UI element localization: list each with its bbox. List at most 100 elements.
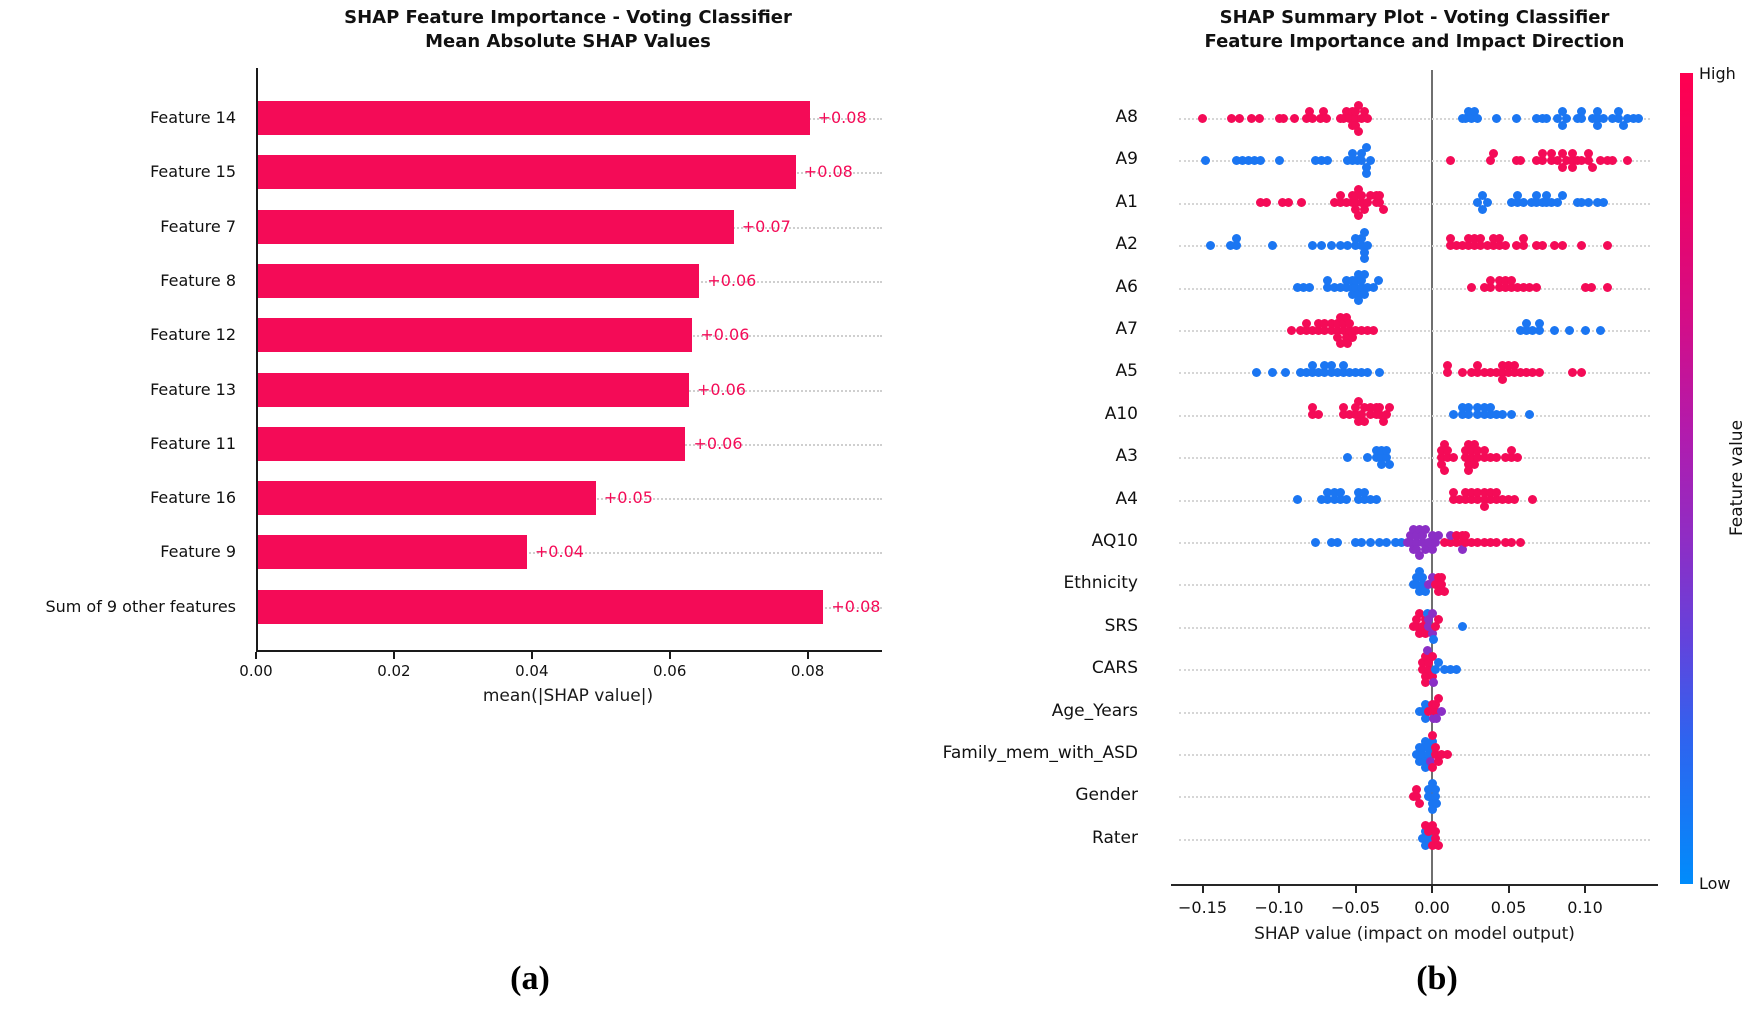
bar — [258, 209, 734, 244]
scatter-dot — [1373, 276, 1383, 286]
scatter-dot — [1482, 240, 1492, 250]
scatter-dot — [1415, 550, 1425, 560]
scatter-dot — [1458, 410, 1468, 420]
scatter-dot — [1335, 338, 1345, 348]
scatter-dot — [1491, 452, 1501, 462]
scatter-dot — [1473, 113, 1483, 123]
bar-value-label: +0.04 — [534, 542, 584, 562]
scatter-dot — [1485, 452, 1495, 462]
scatter-dot — [1491, 495, 1501, 505]
scatter-dot — [1479, 410, 1489, 420]
gridline — [1179, 202, 1650, 205]
scatter-dot — [1485, 537, 1495, 547]
scatter-dot — [1354, 488, 1364, 498]
scatter-dot — [1427, 651, 1437, 661]
scatter-dot — [1500, 240, 1510, 250]
scatter-dot — [1323, 488, 1333, 498]
scatter-dot — [1542, 198, 1552, 208]
bar — [258, 318, 693, 353]
x-tick — [1431, 886, 1433, 893]
scatter-dot — [1504, 367, 1513, 377]
y-axis-label: Feature 9 — [160, 542, 236, 562]
left-chart-title-line1: SHAP Feature Importance - Voting Classif… — [344, 7, 792, 28]
scatter-dot — [1341, 332, 1351, 342]
scatter-dot — [1424, 707, 1434, 717]
scatter-dot — [1279, 113, 1289, 123]
x-tick — [1584, 886, 1586, 893]
scatter-dot — [1326, 318, 1336, 328]
scatter-dot — [1421, 736, 1431, 746]
scatter-dot — [1494, 233, 1504, 243]
scatter-dot — [1231, 240, 1241, 250]
scatter-dot — [1366, 155, 1376, 165]
scatter-dot — [1458, 544, 1468, 554]
scatter-dot — [1436, 579, 1446, 589]
scatter-dot — [1557, 148, 1567, 158]
scatter-dot — [1531, 198, 1541, 208]
scatter-dot — [1354, 397, 1364, 407]
scatter-dot — [1497, 410, 1507, 420]
scatter-dot — [1537, 198, 1547, 208]
scatter-dot — [1510, 360, 1520, 370]
scatter-dot — [1595, 155, 1605, 165]
scatter-dot — [1415, 524, 1425, 534]
scatter-dot — [1603, 240, 1613, 250]
x-tick-label: 0.00 — [239, 662, 273, 680]
scatter-dot — [1436, 707, 1446, 717]
scatter-dot — [1577, 155, 1587, 165]
right-x-axis: −0.15 −0.10 −0.05 0.00 0.05 0.10 — [1171, 886, 1658, 920]
scatter-dot — [1297, 198, 1307, 208]
scatter-dot — [1427, 671, 1437, 681]
y-axis-label: Feature 12 — [150, 325, 236, 345]
scatter-dot — [1338, 360, 1348, 370]
scatter-dot — [1344, 113, 1354, 123]
scatter-dot — [1572, 198, 1582, 208]
scatter-dot — [1308, 113, 1318, 123]
scatter-dot — [1467, 367, 1477, 377]
scatter-dot — [1351, 113, 1360, 123]
scatter-dot — [1424, 742, 1434, 752]
scatter-dot — [1375, 410, 1385, 420]
scatter-dot — [1577, 367, 1587, 377]
scatter-dot — [1588, 113, 1598, 123]
scatter-dot — [1412, 572, 1422, 582]
scatter-dot — [1302, 367, 1312, 377]
x-tick — [806, 652, 809, 659]
scatter-dot — [1381, 452, 1391, 462]
scatter-dot — [1357, 198, 1367, 208]
scatter-dot — [1623, 113, 1633, 123]
scatter-dot — [1320, 318, 1330, 328]
scatter-dot — [1565, 325, 1575, 335]
scatter-dot — [1341, 495, 1351, 505]
scatter-dot — [1537, 113, 1547, 123]
scatter-dot — [1421, 841, 1431, 851]
scatter-dot — [1378, 205, 1388, 215]
scatter-dot — [1531, 240, 1541, 250]
caption-b: (b) — [1416, 960, 1458, 997]
scatter-dot — [1445, 233, 1455, 243]
scatter-dot — [1347, 155, 1357, 165]
row-label: Family_mem_with_ASD — [942, 743, 1138, 763]
scatter-dot — [1317, 495, 1327, 505]
scatter-dot — [1531, 113, 1541, 123]
scatter-dot — [1458, 622, 1468, 632]
scatter-dot — [1488, 240, 1498, 250]
scatter-dot — [1396, 537, 1406, 547]
scatter-dot — [1418, 622, 1428, 632]
scatter-dot — [1341, 198, 1351, 208]
scatter-dot — [1305, 283, 1315, 293]
scatter-dot — [1580, 283, 1590, 293]
scatter-dot — [1347, 148, 1357, 158]
scatter-dot — [1623, 155, 1633, 165]
scatter-dot — [1528, 495, 1538, 505]
bar — [258, 426, 686, 461]
scatter-dot — [1519, 283, 1529, 293]
row-label: A8 — [1115, 107, 1138, 127]
scatter-dot — [1424, 827, 1434, 837]
scatter-dot — [1418, 579, 1428, 589]
scatter-dot — [1467, 452, 1477, 462]
scatter-dot — [1522, 367, 1532, 377]
scatter-dot — [1338, 325, 1348, 335]
scatter-dot — [1464, 403, 1474, 413]
scatter-dot — [1479, 537, 1489, 547]
